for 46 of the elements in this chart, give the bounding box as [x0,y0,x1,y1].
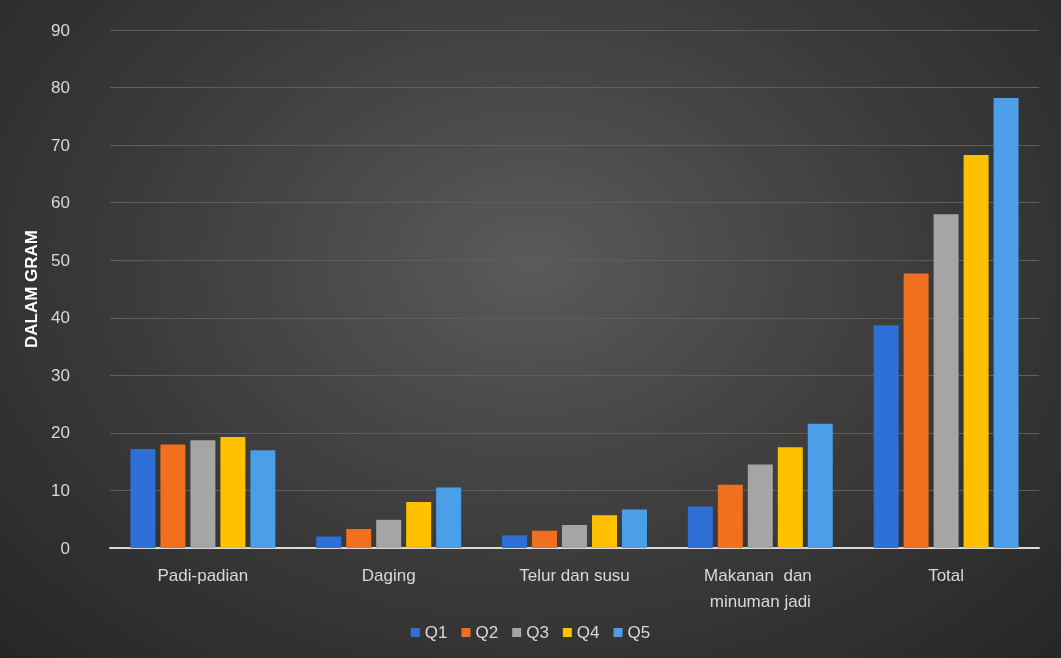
bar [777,447,803,548]
bar [346,529,372,548]
bar [873,325,899,548]
legend-label: Q4 [576,623,600,642]
bar [160,444,186,548]
y-tick-label: 30 [51,365,70,385]
y-tick-label: 70 [51,135,70,155]
legend-label: Q2 [475,623,499,642]
bar [717,484,743,548]
y-tick-label: 90 [51,20,70,40]
bar [933,214,959,548]
bar [190,440,216,548]
bar [807,423,833,548]
x-tick-label: Padi-padian [157,565,249,585]
legend-label: Q3 [526,623,549,642]
legend-label: Q5 [627,623,651,642]
bar [406,501,432,548]
x-tick-label: Telur dan susu [519,565,630,585]
bar [621,509,647,548]
bar [130,449,156,548]
y-axis-title: DALAM GRAM [22,229,42,349]
x-tick-label: Daging [361,565,416,585]
bar [747,464,773,548]
bar [316,536,342,548]
bar [562,524,587,548]
bar [502,535,528,548]
y-tick-label: 10 [51,480,70,500]
bar [250,450,276,548]
legend-label: Q1 [424,623,448,642]
x-tick-label: Makanan dan minuman jadi [704,565,817,611]
y-tick-label: 50 [51,250,70,270]
bar [436,487,462,548]
y-tick-label: 60 [51,193,70,213]
bar [376,519,402,548]
x-tick-label: Total [928,565,965,585]
y-tick-label: 20 [51,423,70,443]
bar [532,530,558,548]
y-tick-label: 40 [51,308,70,328]
bar [220,436,246,548]
bar [591,515,617,548]
bar [993,97,1019,548]
y-tick-label: 80 [51,78,70,98]
bar [903,273,929,548]
bar [963,154,989,548]
y-tick-label: 0 [60,538,70,558]
bar [687,506,713,548]
